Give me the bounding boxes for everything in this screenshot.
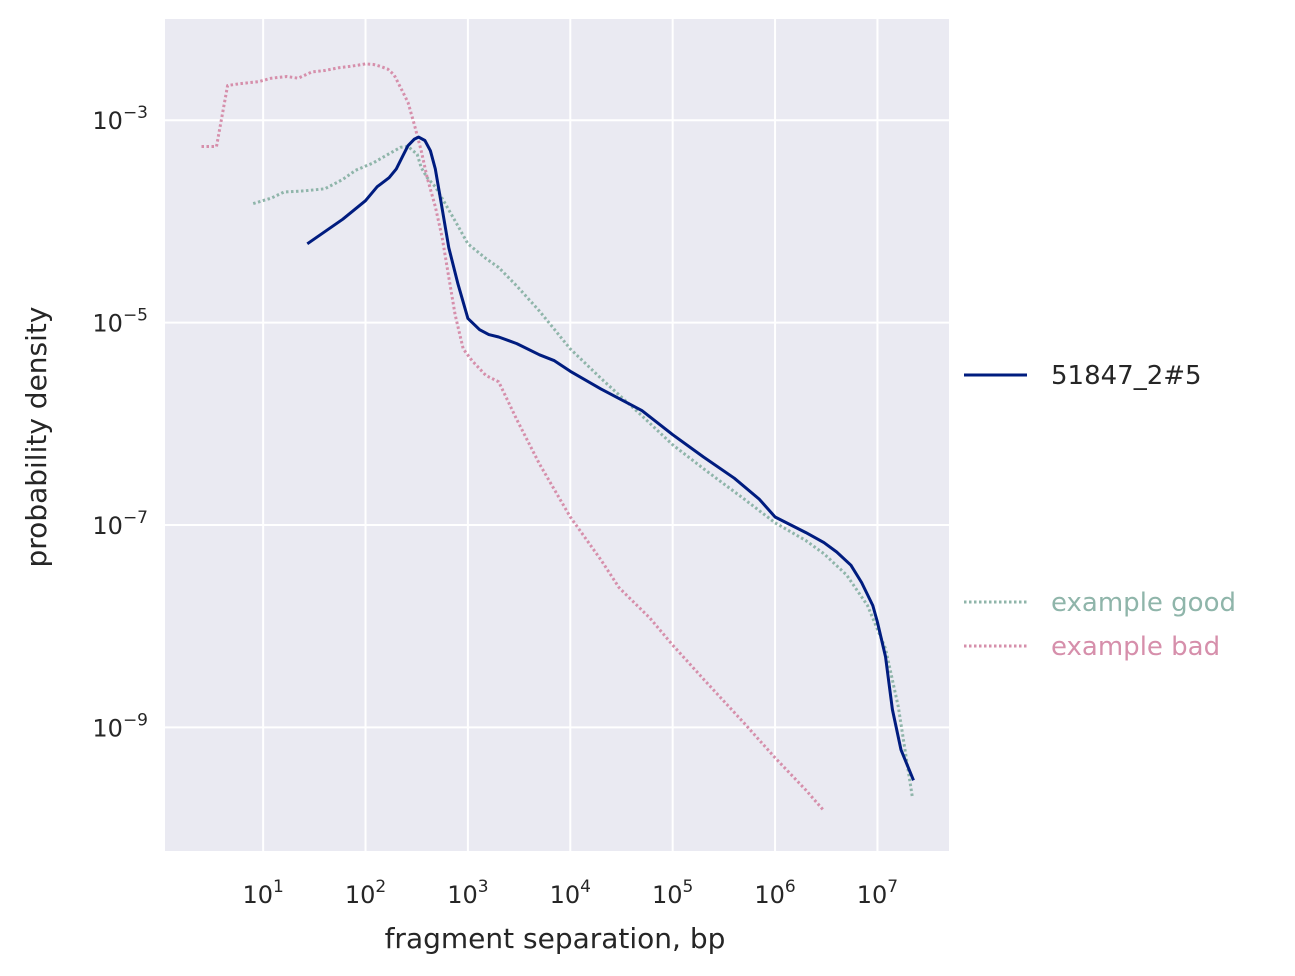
legend-label: example bad: [1051, 632, 1220, 662]
x-tick-base: 10: [345, 881, 376, 909]
x-tick-label: 104: [550, 877, 591, 909]
y-tick-base: 10: [92, 310, 123, 338]
y-tick-labels: 10−310−510−710−9: [92, 103, 148, 742]
x-tick-base: 10: [550, 881, 581, 909]
x-tick-exponent: 3: [478, 877, 489, 897]
x-tick-label: 105: [652, 877, 693, 909]
y-tick-base: 10: [92, 512, 123, 540]
y-tick-label: 10−7: [92, 508, 148, 540]
x-tick-exponent: 5: [683, 877, 694, 897]
x-tick-label: 101: [242, 877, 283, 909]
series-line-example-good: [252, 145, 914, 799]
y-axis-label: probability density: [20, 307, 53, 568]
y-tick-label: 10−3: [92, 103, 148, 135]
x-tick-exponent: 7: [887, 877, 898, 897]
x-tick-labels: 101 102 103 104 105 106 107: [242, 877, 898, 909]
y-tick-exponent: −9: [123, 710, 148, 730]
x-tick-base: 10: [857, 881, 888, 909]
y-tick-exponent: −7: [123, 508, 148, 528]
x-tick-exponent: 6: [785, 877, 796, 897]
series-line-51847-2-5: [306, 135, 915, 781]
x-tick-exponent: 2: [375, 877, 386, 897]
x-tick-exponent: 1: [273, 877, 284, 897]
y-tick-exponent: −3: [123, 103, 148, 123]
x-tick-exponent: 4: [580, 877, 591, 897]
plot-area: [165, 19, 949, 851]
x-tick-base: 10: [242, 881, 273, 909]
series-layer: [201, 62, 915, 812]
x-tick-base: 10: [754, 881, 785, 909]
y-tick-label: 10−5: [92, 306, 148, 338]
x-tick-base: 10: [652, 881, 683, 909]
x-tick-label: 102: [345, 877, 386, 909]
y-tick-base: 10: [92, 714, 123, 742]
x-tick-base: 10: [447, 881, 478, 909]
x-tick-label: 107: [857, 877, 898, 909]
x-tick-label: 106: [754, 877, 795, 909]
y-tick-label: 10−9: [92, 710, 148, 742]
x-axis-label: fragment separation, bp: [385, 922, 726, 955]
legend-label: 51847_2#5: [1051, 361, 1202, 391]
series-line-example-bad: [201, 62, 826, 812]
legend-label: example good: [1051, 588, 1236, 618]
y-tick-exponent: −5: [123, 306, 148, 326]
y-tick-base: 10: [92, 107, 123, 135]
x-tick-label: 103: [447, 877, 488, 909]
